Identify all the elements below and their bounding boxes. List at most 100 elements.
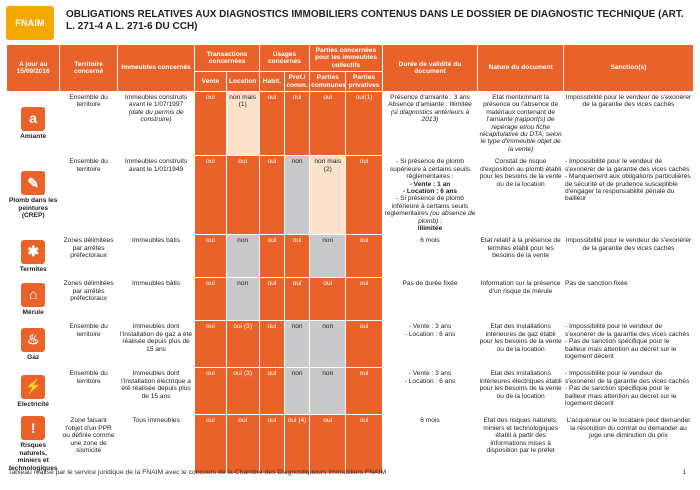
cell-privatives: oui	[346, 415, 382, 473]
cell-location: non	[226, 235, 259, 278]
cell-prof: oui	[284, 92, 310, 156]
cell-duree: - Vente : 3 ans - Location : 6 ans	[382, 321, 478, 368]
cell-nature: Information sur la présence d'un risque …	[478, 278, 563, 321]
table-row: ⌂ Mérule Zones délimitées par arrêtés pré…	[7, 278, 693, 321]
cell-communes: non	[310, 368, 346, 415]
cell-habit: oui	[259, 156, 284, 235]
cell-habit: oui	[259, 321, 284, 368]
cell-immeubles: Immeubles construits avant le 1/01/1949	[117, 156, 195, 235]
cell-immeubles: Immeubles bâtis	[117, 235, 195, 278]
col-nature: Nature du document	[478, 45, 563, 92]
col-communes: Parties communes	[310, 72, 346, 92]
table-row: ⚡ Electricité Ensemble du territoire Imme…	[7, 368, 693, 415]
cell-location: oui	[226, 156, 259, 235]
cell-nature: Etat relatif à la présence de termites é…	[478, 235, 563, 278]
cell-immeubles: Immeubles construits avant le 1/07/1997(…	[117, 92, 195, 156]
table-row: ! Risques naturels, miniers et technologi…	[7, 415, 693, 473]
fnaim-logo: FNAIM	[6, 6, 54, 40]
house-icon: ⌂	[21, 282, 46, 307]
row-name: Electricité	[17, 400, 49, 408]
cell-immeubles: Tous immeubles	[117, 415, 195, 473]
cell-immeubles: Immeubles dont l'installation de gaz a é…	[117, 321, 195, 368]
page-header: FNAIM OBLIGATIONS RELATIVES AUX DIAGNOST…	[0, 0, 700, 46]
cell-habit: oui	[259, 415, 284, 473]
col-habit: Habit.	[259, 72, 284, 92]
col-location: Location	[226, 72, 259, 92]
cell-privatives: oui	[346, 321, 382, 368]
cell-vente: oui	[195, 321, 226, 368]
cell-vente: oui	[195, 368, 226, 415]
cell-location: oui	[226, 415, 259, 473]
cell-habit: oui	[259, 235, 284, 278]
col-vente: Vente	[195, 72, 226, 92]
cell-communes: non	[310, 235, 346, 278]
electric-plug-icon: ⚡	[21, 374, 46, 399]
cell-sanctions: L'acquéreur ou le locataire peut demande…	[563, 415, 693, 473]
cell-vente: oui	[195, 92, 226, 156]
cell-privatives: oui	[346, 278, 382, 321]
cell-privatives: oui	[346, 156, 382, 235]
col-date: A jour au 15/09/2016	[7, 45, 60, 92]
cell-territoire: Ensemble du territoire	[60, 156, 117, 235]
cell-immeubles: Immeubles bâtis	[117, 278, 195, 321]
cell-communes: non	[310, 321, 346, 368]
paint-brush-icon: ✎	[21, 171, 46, 196]
cell-privatives: oui	[346, 235, 382, 278]
cell-vente: oui	[195, 156, 226, 235]
col-prof: Prof./ comm.	[284, 72, 310, 92]
cell-communes: oui	[310, 415, 346, 473]
cell-nature: Etat des installations intérieures de ga…	[478, 321, 563, 368]
cell-sanctions: - Impossibilité pour le vendeur de s'exo…	[563, 321, 693, 368]
cell-immeubles: Immeubles dont l'installation électrique…	[117, 368, 195, 415]
cell-sanctions: - Impossibilité pour le vendeur de s'exo…	[563, 368, 693, 415]
cell-duree: 6 mois	[382, 415, 478, 473]
page-number: 1	[682, 469, 686, 476]
cell-duree: Présence d'amiante : 3 ans Absence d'amia…	[382, 92, 478, 156]
cell-communes: oui	[310, 278, 346, 321]
cell-location: non	[226, 278, 259, 321]
table-row: ✎ Plomb dans les peintures (CREP) Ensembl…	[7, 156, 693, 235]
risk-map-icon: !	[21, 416, 46, 441]
cell-privatives: oui(1)	[346, 92, 382, 156]
col-privatives: Parties privatives	[346, 72, 382, 92]
cell-territoire: Ensemble du territoire	[60, 368, 117, 415]
cell-duree: - Vente : 3 ans - Location : 6 ans	[382, 368, 478, 415]
cell-nature: Etat mentionnant la présence ou l'absenc…	[478, 92, 563, 156]
cell-sanctions: Impossibilité pour le vendeur de s'exoné…	[563, 235, 693, 278]
cell-nature: Constat de risque d'exposition au plomb …	[478, 156, 563, 235]
cell-location: non mais (1)	[226, 92, 259, 156]
gas-icon: ♨	[21, 327, 46, 352]
col-immeubles: Immeubles concernés	[117, 45, 195, 92]
cell-territoire: Zone faisant l'objet d'un PPR ou définie…	[60, 415, 117, 473]
cell-territoire: Ensemble du territoire	[60, 92, 117, 156]
col-transactions: Transactions concernées	[195, 45, 259, 72]
cell-prof: oui	[284, 278, 310, 321]
row-name: Termites	[19, 265, 47, 273]
cell-duree: Pas de durée fixée	[382, 278, 478, 321]
row-name: Amiante	[20, 132, 47, 140]
cell-prof: non	[284, 156, 310, 235]
cell-communes: oui	[310, 92, 346, 156]
cell-location: oui (3)	[226, 368, 259, 415]
cell-prof: non	[284, 321, 310, 368]
page-title: OBLIGATIONS RELATIVES AUX DIAGNOSTICS IM…	[66, 9, 684, 32]
cell-duree: - Si présence de plomb supérieure à cert…	[382, 156, 478, 235]
cell-nature: Etat des installations intérieures élect…	[478, 368, 563, 415]
cell-location: oui (3)	[226, 321, 259, 368]
cell-prof: oui (4)	[284, 415, 310, 473]
cell-prof: non	[284, 368, 310, 415]
cell-territoire: Ensemble du territoire	[60, 321, 117, 368]
cell-vente: oui	[195, 415, 226, 473]
col-territoire: Territoire concerné	[60, 45, 117, 92]
cell-territoire: Zones délimitées par arrêtés préfectorau…	[60, 235, 117, 278]
row-name: Risques naturels, miniers et technologiq…	[8, 442, 58, 472]
col-sanctions: Sanction(s)	[563, 45, 693, 92]
table-row: ✱ Termites Zones délimitées par arrêtés p…	[7, 235, 693, 278]
col-parties: Parties concernées pour les immeubles co…	[310, 45, 382, 72]
cell-sanctions: Pas de sanction fixée	[563, 278, 693, 321]
cell-duree: 6 mois	[382, 235, 478, 278]
col-duree: Durée de validité du document	[382, 45, 478, 92]
cell-nature: Etat des risques naturels, miniers et te…	[478, 415, 563, 473]
cell-habit: oui	[259, 278, 284, 321]
table-row: a Amiante Ensemble du territoire Immeuble…	[7, 92, 693, 156]
